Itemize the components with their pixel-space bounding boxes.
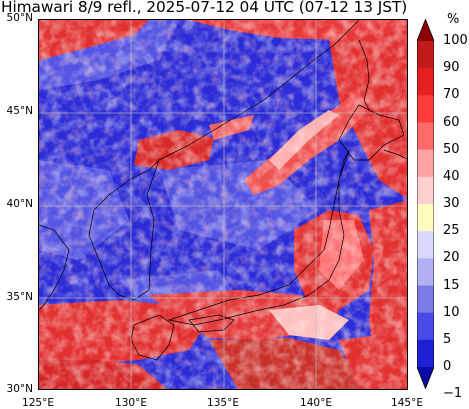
colorbar-top-extend [417, 19, 434, 41]
colorbar-segment [417, 339, 434, 368]
colorbar-label: 5 [443, 331, 452, 347]
colorbar-bottom-extend [417, 367, 434, 389]
lon-label-125: 125°E [22, 397, 54, 409]
colorbar-segment [417, 312, 434, 341]
colorbar-label: 10 [443, 304, 460, 320]
colorbar-svg [416, 18, 435, 390]
colorbar-segment [417, 204, 434, 232]
colorbar-label: 30 [443, 196, 460, 211]
colorbar-label: 90 [443, 60, 460, 76]
lat-label-35: 35°N [6, 291, 33, 303]
lat-label-40: 40°N [6, 198, 33, 210]
lon-label-145: 145°E [391, 397, 423, 409]
colorbar-unit: % [447, 12, 460, 27]
lat-label-45: 45°N [6, 105, 33, 117]
map-title: Himawari 8/9 refl., 2025-07-12 04 UTC (0… [1, 0, 408, 16]
colorbar-segment [417, 68, 434, 96]
lon-label-135: 135°E [207, 397, 239, 409]
colorbar-segment [417, 41, 434, 69]
colorbar-label: 15 [443, 277, 460, 293]
colorbar-label: 0 [443, 359, 452, 374]
map-canvas [39, 20, 407, 389]
colorbar-label: 50 [443, 141, 460, 157]
satellite-map[interactable] [38, 19, 408, 390]
colorbar-segment [417, 176, 434, 205]
colorbar-label: 25 [443, 223, 460, 239]
coastlines [39, 20, 407, 361]
colorbar-segment [417, 231, 434, 259]
colorbar [416, 18, 435, 390]
cloud-texture-overlay [39, 20, 407, 389]
lon-label-140: 140°E [300, 397, 332, 409]
gridlines [39, 20, 407, 389]
colorbar-label: 70 [443, 87, 460, 103]
colorbar-label: 100 [443, 33, 468, 48]
lon-label-130: 130°E [115, 397, 147, 409]
colorbar-segment [417, 95, 434, 123]
colorbar-segment [417, 285, 434, 314]
lat-label-50: 50°N [6, 12, 33, 24]
colorbar-segment [417, 122, 434, 151]
colorbar-segment [417, 258, 434, 286]
colorbar-label: 20 [443, 250, 460, 266]
lat-label-30: 30°N [6, 383, 33, 395]
colorbar-label: 60 [443, 114, 460, 130]
colorbar-label: 40 [443, 168, 460, 184]
colorbar-segment [417, 149, 434, 178]
colorbar-label: −1 [443, 386, 463, 402]
